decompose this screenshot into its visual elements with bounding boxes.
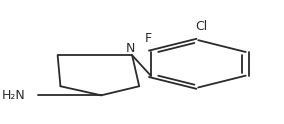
Text: Cl: Cl [195,20,207,33]
Text: F: F [144,32,151,45]
Text: N: N [126,42,135,55]
Text: H₂N: H₂N [1,89,25,102]
